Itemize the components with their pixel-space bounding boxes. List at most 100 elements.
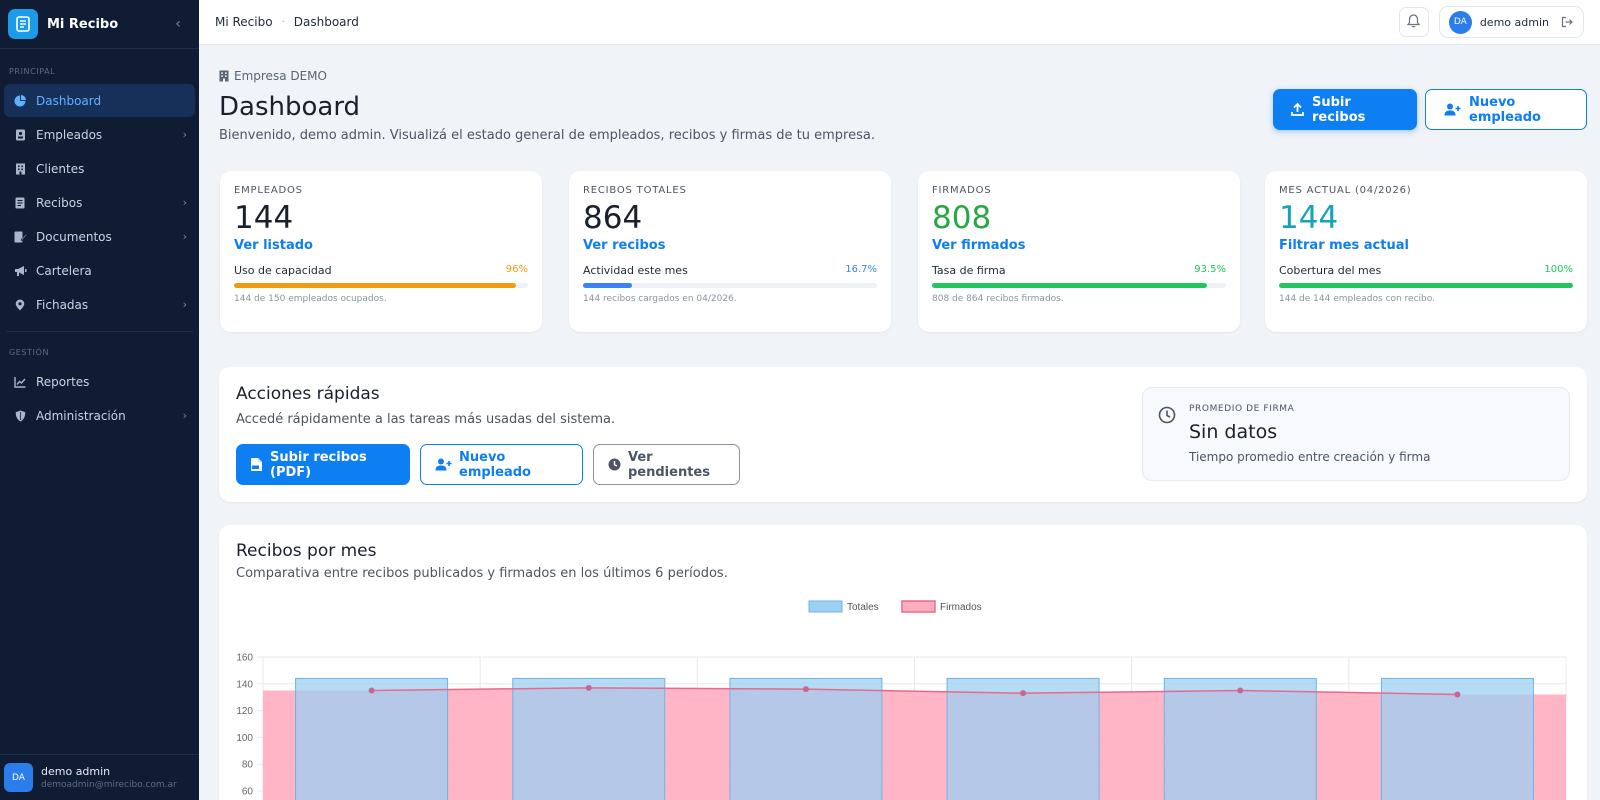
company-name: Empresa DEMO [234, 69, 327, 83]
sidebar-item-recibos[interactable]: Recibos › [4, 186, 195, 219]
totales-bar [729, 677, 883, 800]
new-employee-button[interactable]: Nuevo empleado [1425, 89, 1587, 130]
upload-icon [1291, 103, 1304, 116]
y-tick-label: 160 [236, 653, 253, 664]
avatar: DA [4, 763, 33, 792]
sidebar-divider [6, 331, 193, 332]
upload-pdf-button[interactable]: Subir recibos (PDF) [236, 444, 410, 485]
sidebar-item-fichadas[interactable]: Fichadas › [4, 288, 195, 321]
stat-link[interactable]: Filtrar mes actual [1279, 238, 1409, 253]
sidebar-item-documentos[interactable]: Documentos › [4, 220, 195, 253]
stat-footnote: 144 de 150 empleados ocupados. [234, 294, 387, 304]
firmados-point [1237, 687, 1244, 694]
notifications-button[interactable] [1398, 7, 1429, 37]
sidebar-item-reportes[interactable]: Reportes [4, 365, 195, 398]
progress-bar [234, 283, 528, 288]
totales-bar [295, 677, 449, 800]
view-pending-button[interactable]: Ver pendientes [593, 444, 740, 485]
user-menu[interactable]: DA demo admin [1438, 6, 1584, 38]
user-name: demo admin [1479, 15, 1549, 29]
sidebar-user-panel[interactable]: DA demo admin demoadmin@mirecibo.com.ar [0, 754, 199, 800]
stat-value: 864 [583, 200, 643, 236]
y-tick-label: 100 [236, 733, 253, 744]
receipt-icon [13, 196, 27, 210]
sidebar-section-gestion: GESTIÓN [9, 348, 50, 357]
firmados-point [585, 684, 592, 691]
firmados-area [263, 687, 1566, 800]
totales-bar [1163, 677, 1317, 800]
breadcrumb-home[interactable]: Mi Recibo [215, 15, 273, 29]
quick-new-employee-label: Nuevo empleado [459, 449, 531, 480]
stat-label: MES ACTUAL (04/2026) [1279, 185, 1412, 196]
stat-value: 808 [932, 200, 992, 236]
sidebar-brand[interactable]: Mi Recibo ‹ [0, 0, 199, 49]
chart-line-icon [13, 375, 27, 389]
chart-subtitle: Comparativa entre recibos publicados y f… [236, 566, 728, 581]
upload-receipts-label: Subir recibos [1312, 94, 1366, 125]
average-signature-value: Sin datos [1189, 421, 1278, 443]
stat-metric-label: Tasa de firma [932, 264, 1006, 277]
sidebar-item-label: Fichadas [36, 297, 89, 312]
sidebar-item-cartelera[interactable]: Cartelera [4, 254, 195, 287]
legend-label-totales: Totales [847, 602, 879, 613]
logout-icon[interactable] [1561, 13, 1573, 32]
breadcrumb-current: Dashboard [293, 15, 359, 29]
sidebar-item-dashboard[interactable]: Dashboard [4, 84, 195, 117]
stat-link[interactable]: Ver recibos [583, 238, 666, 253]
y-tick-label: 60 [242, 787, 254, 798]
company-label: Empresa DEMO [219, 69, 327, 83]
page-title: Dashboard [219, 92, 361, 122]
progress-bar-fill [234, 283, 517, 288]
progress-bar [1279, 283, 1573, 288]
average-signature-description: Tiempo promedio entre creación y firma [1189, 450, 1431, 464]
receipt-logo-icon [8, 9, 38, 39]
y-tick-label: 120 [236, 706, 253, 717]
firmados-line [371, 687, 1458, 696]
user-plus-icon [435, 458, 452, 471]
sidebar-item-clientes[interactable]: Clientes [4, 152, 195, 185]
stat-card-empleados: EMPLEADOS 144 Ver listado Uso de capacid… [220, 171, 542, 332]
new-employee-label: Nuevo empleado [1469, 94, 1541, 125]
totales-bar [1380, 677, 1534, 800]
stats-row: EMPLEADOS 144 Ver listado Uso de capacid… [219, 171, 1587, 333]
totales-bar [946, 677, 1100, 800]
collapse-sidebar-icon[interactable]: ‹ [175, 16, 181, 32]
upload-receipts-button[interactable]: Subir recibos [1273, 89, 1417, 130]
firmados-point [802, 686, 809, 693]
progress-bar-fill [1279, 283, 1573, 288]
y-tick-label: 80 [242, 760, 254, 771]
stat-value: 144 [234, 200, 294, 236]
clock-icon [608, 458, 621, 471]
user-plus-icon [1444, 103, 1461, 116]
sidebar-item-label: Administración [36, 408, 126, 423]
average-signature-label: PROMEDIO DE FIRMA [1189, 404, 1295, 414]
sidebar-item-empleados[interactable]: Empleados › [4, 118, 195, 151]
sidebar-section-principal: PRINCIPAL [9, 67, 56, 76]
stat-metric-label: Cobertura del mes [1279, 264, 1382, 277]
stat-link[interactable]: Ver firmados [932, 238, 1026, 253]
quick-actions-card: Acciones rápidas Accedé rápidamente a la… [219, 367, 1587, 502]
stat-link[interactable]: Ver listado [234, 238, 313, 253]
sidebar-item-administracion[interactable]: Administración › [4, 399, 195, 432]
progress-bar-fill [583, 283, 633, 288]
megaphone-icon [13, 264, 27, 278]
quick-new-employee-button[interactable]: Nuevo empleado [420, 444, 583, 485]
progress-bar-fill [932, 283, 1207, 288]
progress-bar [583, 283, 877, 288]
stat-label: EMPLEADOS [234, 185, 303, 196]
stat-footnote: 144 recibos cargados en 04/2026. [583, 294, 737, 304]
sidebar-item-label: Reportes [36, 374, 90, 389]
firmados-point [1020, 690, 1027, 697]
totales-bar [512, 677, 666, 800]
stat-footnote: 808 de 864 recibos firmados. [932, 294, 1064, 304]
chevron-right-icon: › [182, 298, 187, 311]
receipts-chart-card: Recibos por mes Comparativa entre recibo… [219, 525, 1587, 800]
legend-swatch-firmados [901, 600, 936, 613]
file-signature-icon [13, 230, 27, 244]
view-pending-label: Ver pendientes [628, 449, 710, 480]
stat-metric-pct: 16.7% [845, 264, 877, 275]
y-tick-label: 140 [236, 679, 253, 690]
sidebar-item-label: Dashboard [36, 93, 102, 108]
sidebar-item-label: Recibos [36, 195, 83, 210]
chevron-right-icon: › [182, 196, 187, 209]
